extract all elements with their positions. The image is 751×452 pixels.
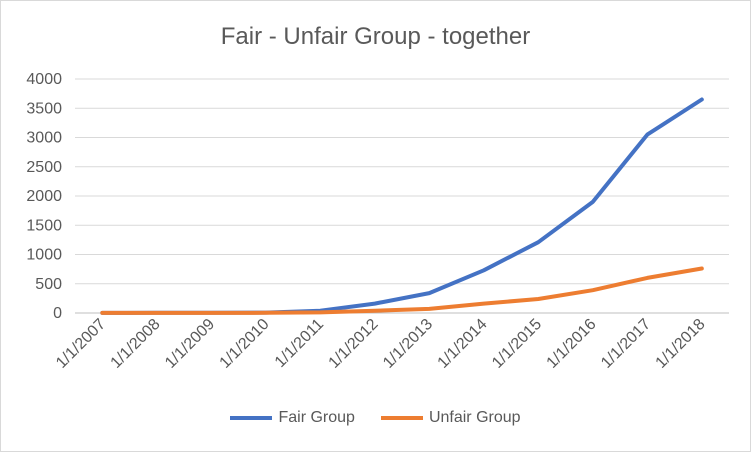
x-tick-label: 1/1/2012 [326,316,382,372]
y-tick-label: 3000 [26,130,62,147]
x-tick-label: 1/1/2011 [272,316,327,371]
tick-labels: 0 500 1000 1500 2000 2500 3000 3500 4000 1/1/2007… [26,71,708,372]
grid-lines [75,78,729,285]
y-tick-label: 3500 [26,100,62,117]
series-lines [100,97,704,315]
x-tick-label: 1/1/2013 [380,316,436,372]
y-tick-label: 0 [53,305,62,322]
series-line-unfair-group [100,266,704,315]
y-tick-label: 2500 [26,159,62,176]
legend: Fair Group Unfair Group [1,409,750,427]
x-tick-label: 1/1/2018 [653,316,709,372]
legend-item: Fair Group [230,409,355,427]
x-tick-label: 1/1/2009 [162,316,218,372]
x-tick-label: 1/1/2015 [489,316,545,372]
x-tick-label: 1/1/2010 [217,316,273,372]
x-tick-label: 1/1/2007 [53,316,109,372]
y-tick-label: 500 [35,276,62,293]
x-tick-label: 1/1/2017 [598,316,654,372]
legend-label: Fair Group [278,409,355,426]
series-line-fair-group [100,97,704,315]
legend-swatch [230,416,273,420]
x-tick-label: 1/1/2008 [108,316,164,372]
legend-label: Unfair Group [428,409,521,426]
legend-item: Unfair Group [380,409,521,427]
x-tick-label: 1/1/2016 [544,316,600,372]
legend-swatch [380,416,423,420]
chart-title: Fair - Unfair Group - together [220,23,531,50]
x-tick-label: 1/1/2014 [435,316,491,372]
y-tick-label: 1000 [26,247,62,264]
y-tick-label: 4000 [26,71,62,88]
y-tick-label: 1500 [26,217,62,234]
y-tick-label: 2000 [26,188,62,205]
